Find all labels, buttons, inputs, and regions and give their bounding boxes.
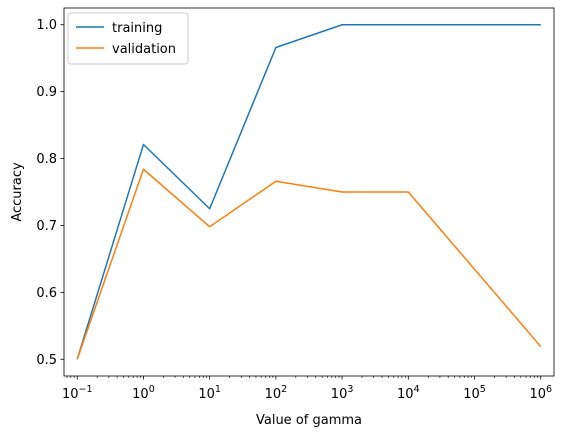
legend-label-training: training bbox=[112, 21, 162, 36]
x-tick-label: 101 bbox=[198, 384, 221, 402]
series-line-training bbox=[76, 23, 541, 360]
plot-area bbox=[63, 7, 555, 377]
y-tick-label: 1.0 bbox=[36, 18, 57, 33]
legend: training validation bbox=[67, 12, 189, 65]
x-tick-label: 102 bbox=[265, 384, 288, 402]
y-tick-label: 0.6 bbox=[36, 286, 57, 301]
y-tick-label: 0.9 bbox=[36, 85, 57, 100]
y-ticks: 0.5 0.6 0.7 0.8 0.9 1.0 bbox=[36, 18, 64, 368]
y-axis-label: Accuracy bbox=[10, 162, 25, 222]
x-tick-label: 106 bbox=[529, 384, 552, 402]
y-tick-label: 0.5 bbox=[36, 353, 57, 368]
x-axis-label: Value of gamma bbox=[256, 413, 362, 428]
series-line-validation bbox=[76, 168, 542, 360]
legend-frame bbox=[67, 12, 189, 65]
x-tick-label: 104 bbox=[397, 384, 420, 402]
x-tick-label: 100 bbox=[132, 384, 155, 402]
y-tick-label: 0.8 bbox=[36, 152, 57, 167]
x-tick-label: 105 bbox=[463, 384, 486, 402]
x-tick-label: 10−1 bbox=[62, 384, 93, 402]
y-tick-label: 0.7 bbox=[36, 219, 57, 234]
x-minor-ticks bbox=[66, 376, 539, 378]
legend-label-validation: validation bbox=[112, 42, 176, 57]
x-ticks: 10−1 100 101 102 103 104 105 106 bbox=[62, 376, 552, 402]
series-lines bbox=[76, 23, 542, 360]
x-tick-label: 103 bbox=[331, 384, 354, 402]
